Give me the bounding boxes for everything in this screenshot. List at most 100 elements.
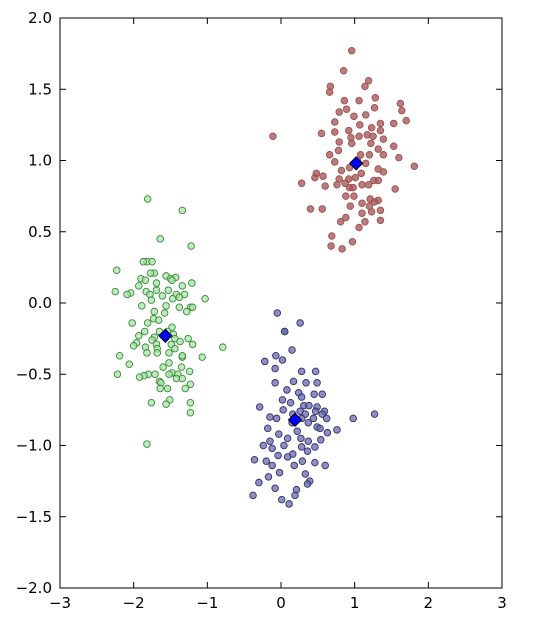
- data-point: [139, 257, 147, 266]
- data-point: [272, 351, 280, 360]
- data-point: [347, 47, 356, 55]
- data-point: [304, 437, 313, 445]
- data-point: [379, 168, 388, 176]
- y-tick-label: 0.0: [28, 294, 52, 312]
- data-point: [402, 116, 410, 125]
- data-point: [311, 458, 319, 467]
- data-point: [310, 390, 318, 398]
- data-point: [168, 323, 176, 331]
- x-tick-label: −1: [196, 594, 218, 612]
- data-point: [328, 232, 336, 240]
- data-point: [410, 162, 419, 170]
- data-point: [340, 96, 349, 105]
- data-point: [288, 346, 296, 354]
- data-point: [297, 443, 306, 451]
- data-point: [350, 112, 358, 121]
- data-point: [306, 205, 315, 213]
- y-tick-label: −1.0: [16, 437, 52, 455]
- data-point: [188, 340, 197, 349]
- data-point: [146, 269, 155, 277]
- data-point: [184, 334, 192, 343]
- data-point: [356, 121, 364, 129]
- data-point: [334, 146, 343, 155]
- data-point: [153, 349, 161, 357]
- data-point: [286, 399, 295, 407]
- data-point: [341, 179, 349, 188]
- data-point: [125, 360, 133, 369]
- data-point: [364, 180, 373, 189]
- data-point: [147, 296, 156, 304]
- data-point: [269, 132, 277, 141]
- data-point: [379, 135, 388, 143]
- y-tick-label: 1.5: [28, 80, 52, 98]
- data-point: [181, 384, 189, 393]
- data-point: [259, 441, 268, 450]
- data-point: [379, 151, 388, 159]
- data-point: [128, 319, 136, 327]
- data-point: [303, 480, 312, 488]
- data-point: [272, 414, 281, 423]
- data-point: [319, 172, 327, 180]
- data-point: [396, 99, 405, 108]
- data-point: [376, 119, 385, 128]
- data-point: [279, 406, 287, 414]
- data-point: [311, 443, 319, 451]
- data-point: [262, 457, 271, 465]
- data-point: [266, 437, 274, 445]
- data-point: [182, 307, 191, 316]
- data-point: [148, 257, 156, 266]
- data-point: [274, 451, 282, 460]
- data-point: [345, 126, 353, 135]
- data-point: [188, 279, 196, 287]
- data-point: [370, 410, 379, 418]
- data-point: [345, 163, 354, 172]
- data-point: [278, 356, 287, 364]
- data-point: [255, 478, 263, 487]
- data-point: [264, 473, 273, 481]
- data-point: [249, 491, 257, 500]
- data-point: [355, 132, 363, 141]
- data-point: [123, 290, 131, 299]
- data-point: [285, 500, 293, 508]
- data-point: [271, 379, 279, 387]
- data-point: [371, 94, 380, 102]
- data-point: [364, 76, 373, 85]
- data-point: [271, 364, 279, 373]
- data-point: [129, 342, 138, 350]
- data-point: [398, 106, 406, 115]
- data-point: [135, 332, 143, 340]
- cluster-centers: [158, 156, 364, 428]
- data-point: [357, 169, 366, 178]
- data-point: [141, 276, 150, 284]
- data-point: [143, 195, 152, 203]
- data-point: [389, 142, 398, 150]
- data-point: [367, 123, 376, 132]
- data-point: [159, 363, 167, 371]
- data-point: [358, 180, 366, 189]
- x-tick-label: −3: [49, 594, 71, 612]
- data-point: [339, 66, 348, 75]
- data-point: [374, 145, 382, 153]
- cluster-center-marker: [158, 328, 173, 343]
- data-point: [311, 173, 319, 182]
- data-point: [168, 294, 177, 303]
- data-point: [176, 337, 184, 346]
- data-point: [322, 414, 331, 423]
- data-point: [376, 216, 385, 225]
- data-point: [333, 180, 341, 189]
- data-point: [188, 303, 197, 312]
- data-point: [283, 386, 291, 394]
- data-point: [336, 218, 345, 226]
- data-point: [280, 327, 289, 336]
- data-point: [250, 456, 259, 464]
- data-point: [165, 359, 173, 367]
- data-point: [356, 151, 365, 159]
- data-point: [391, 185, 399, 193]
- data-point: [297, 367, 306, 376]
- data-point: [160, 309, 169, 317]
- data-point: [255, 403, 264, 411]
- data-point: [143, 349, 151, 357]
- data-point: [316, 424, 324, 433]
- data-point: [135, 282, 143, 290]
